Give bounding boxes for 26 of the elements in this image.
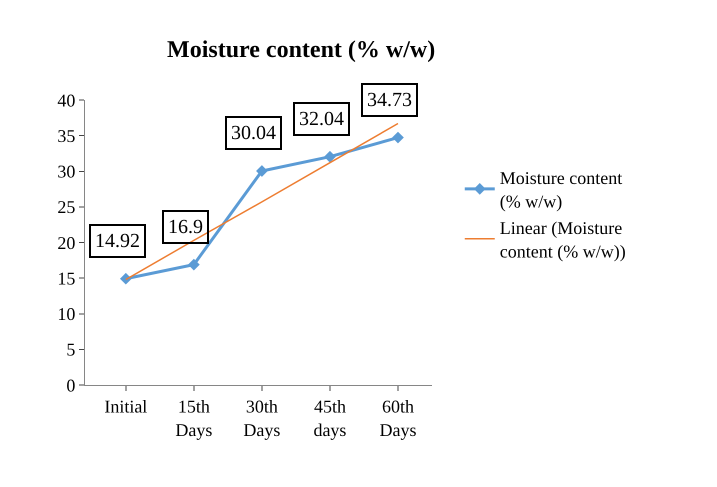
y-tick-label: 30 (57, 162, 76, 182)
y-tick-label: 40 (57, 90, 76, 110)
point (188, 258, 200, 270)
point (324, 150, 336, 163)
y-tick-label: 20 (57, 232, 76, 253)
x-tick-label: 60th Days (379, 396, 416, 440)
x-tick-label: 45th days (313, 396, 346, 440)
data-label: 16.9 (168, 216, 203, 238)
y-tick-label: 10 (57, 304, 76, 324)
chart-title: Moisture content (% w/w) (167, 37, 436, 64)
legend-label: Moisture content (% w/w) (500, 168, 622, 212)
data-label: 34.73 (367, 89, 412, 111)
point (392, 132, 404, 144)
data-label: 14.92 (95, 230, 140, 252)
y-tick-label: 25 (57, 197, 76, 218)
x-tick-label: Initial (104, 396, 148, 417)
data-label: 32.04 (299, 108, 344, 130)
y-tick-label: 5 (66, 340, 76, 360)
x-tick-label: 15th Days (175, 396, 212, 440)
legend-label: Linear (Moisture content (% w/w)) (500, 218, 626, 262)
y-tick-label: 15 (57, 268, 76, 288)
y-tick-label: 35 (57, 126, 76, 146)
data-label: 30.04 (231, 122, 276, 144)
y-tick-label: 0 (66, 375, 76, 396)
point (256, 165, 268, 177)
x-tick-label: 30th Days (243, 396, 280, 440)
